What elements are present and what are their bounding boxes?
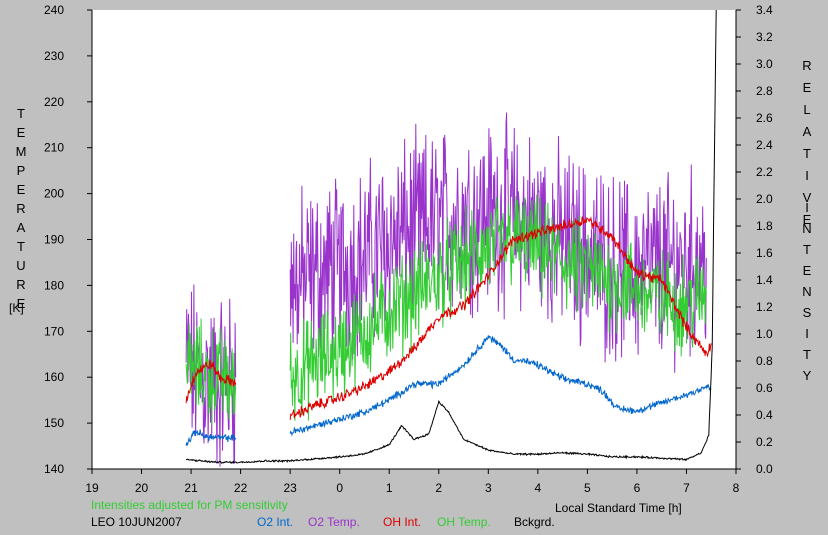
right-tick-label: 3.0 — [756, 57, 773, 71]
series-line-bckgrd — [185, 9, 717, 464]
axis-title-letter: I — [805, 326, 809, 341]
axis-title-letter: U — [16, 258, 25, 273]
series-line-o2-temp — [289, 112, 707, 373]
axis-title-letter: L — [803, 102, 810, 117]
series-line-oh-int — [185, 360, 237, 404]
left-tick-label: 240 — [44, 3, 64, 17]
right-ticks: 0.0 0.2 0.4 0.6 0.8 1.0 1.2 1.4 1.6 1.8 2.0 2.2 2.4 2… — [736, 3, 773, 476]
axis-title-letter: T — [17, 239, 25, 254]
left-tick-label: 180 — [44, 278, 64, 292]
left-tick-label: 200 — [44, 187, 64, 201]
left-tick-label: 220 — [44, 95, 64, 109]
axis-title-letter: I — [805, 168, 809, 183]
axis-title-letter: T — [803, 146, 811, 161]
right-tick-label: 0.8 — [756, 354, 773, 368]
axis-title-letter: T — [803, 347, 811, 362]
right-tick-label: 2.8 — [756, 84, 773, 98]
axis-title-letter: N — [802, 221, 811, 236]
right-tick-label: 2.6 — [756, 111, 773, 125]
x-tick-label: 21 — [184, 481, 198, 495]
series-line-oh-temp — [185, 318, 237, 426]
axis-title-letter: I — [805, 200, 809, 215]
right-tick-label: 0.0 — [756, 462, 773, 476]
right-tick-label: 3.2 — [756, 30, 773, 44]
left-tick-label: 150 — [44, 416, 64, 430]
legend-oh-int: OH Int. — [383, 515, 421, 529]
series-line-oh-int — [289, 216, 712, 420]
axis-title-letter: R — [16, 201, 25, 216]
legend-o2-temp: O2 Temp. — [308, 515, 360, 529]
axis-title-letter: P — [17, 163, 26, 178]
axis-title-letter: E — [17, 296, 26, 311]
left-tick-label: 160 — [44, 370, 64, 384]
x-tick-label: 2 — [435, 481, 442, 495]
x-tick-label: 1 — [386, 481, 393, 495]
series-line-o2-int — [289, 335, 712, 437]
x-tick-label: 0 — [336, 481, 343, 495]
legend: O2 Int. O2 Temp. OH Int. OH Temp. Bckgrd… — [257, 515, 555, 529]
series-layer — [185, 9, 717, 467]
axis-title-letter: R — [802, 58, 811, 73]
left-tick-label: 170 — [44, 324, 64, 338]
right-tick-label: 3.4 — [756, 3, 773, 17]
right-tick-label: 0.6 — [756, 381, 773, 395]
left-tick-label: 230 — [44, 49, 64, 63]
left-axis-unit: [K] — [9, 301, 24, 315]
right-tick-label: 0.2 — [756, 435, 773, 449]
axis-title-letter: M — [16, 144, 27, 159]
station-date: LEO 10JUN2007 — [91, 515, 182, 529]
axis-title-letter: S — [803, 305, 812, 320]
x-tick-label: 7 — [683, 481, 690, 495]
x-axis-label: Local Standard Time [h] — [555, 501, 682, 515]
left-ticks: 140 150 160 170 180 190 200 210 220 230 240 — [44, 3, 92, 476]
axis-title-letter: T — [17, 106, 25, 121]
x-tick-label: 6 — [634, 481, 641, 495]
right-tick-label: 1.8 — [756, 219, 773, 233]
axis-title-letter: Y — [803, 368, 812, 383]
right-tick-label: 0.4 — [756, 408, 773, 422]
right-tick-label: 2.0 — [756, 192, 773, 206]
x-ticks: 19 20 21 22 23 0 1 2 3 4 5 6 7 8 — [85, 469, 740, 495]
axis-title-letter: R — [16, 277, 25, 292]
axis-title-letter: E — [803, 263, 812, 278]
x-tick-label: 5 — [584, 481, 591, 495]
x-tick-label: 8 — [733, 481, 740, 495]
axis-title-letter: N — [802, 284, 811, 299]
x-tick-label: 20 — [135, 481, 149, 495]
axis-title-letter: T — [803, 242, 811, 257]
left-tick-label: 190 — [44, 233, 64, 247]
sensitivity-note: Intensities adjusted for PM sensitivity — [91, 498, 288, 512]
right-tick-label: 2.2 — [756, 165, 773, 179]
axis-title-letter: A — [17, 220, 26, 235]
right-tick-label: 1.6 — [756, 246, 773, 260]
axis-title-letter: E — [17, 182, 26, 197]
axis-title-letter: E — [803, 80, 812, 95]
right-tick-label: 1.2 — [756, 300, 773, 314]
x-tick-label: 3 — [485, 481, 492, 495]
series-line-oh-temp — [289, 194, 707, 421]
axis-title-letter: E — [17, 125, 26, 140]
x-tick-label: 22 — [234, 481, 248, 495]
right-tick-label: 2.4 — [756, 138, 773, 152]
axis-title-letter: E — [803, 212, 812, 227]
axis-title-letter: V — [803, 190, 812, 205]
axis-title-letter: A — [803, 124, 812, 139]
x-tick-label: 19 — [85, 481, 99, 495]
legend-bckgrd: Bckgrd. — [514, 515, 555, 529]
left-tick-label: 210 — [44, 141, 64, 155]
x-tick-label: 4 — [535, 481, 542, 495]
left-tick-label: 140 — [44, 462, 64, 476]
legend-o2-int: O2 Int. — [257, 515, 293, 529]
x-tick-label: 23 — [283, 481, 297, 495]
series-line-o2-int — [185, 429, 237, 446]
right-tick-label: 1.4 — [756, 273, 773, 287]
legend-oh-temp: OH Temp. — [437, 515, 491, 529]
right-tick-label: 1.0 — [756, 327, 773, 341]
